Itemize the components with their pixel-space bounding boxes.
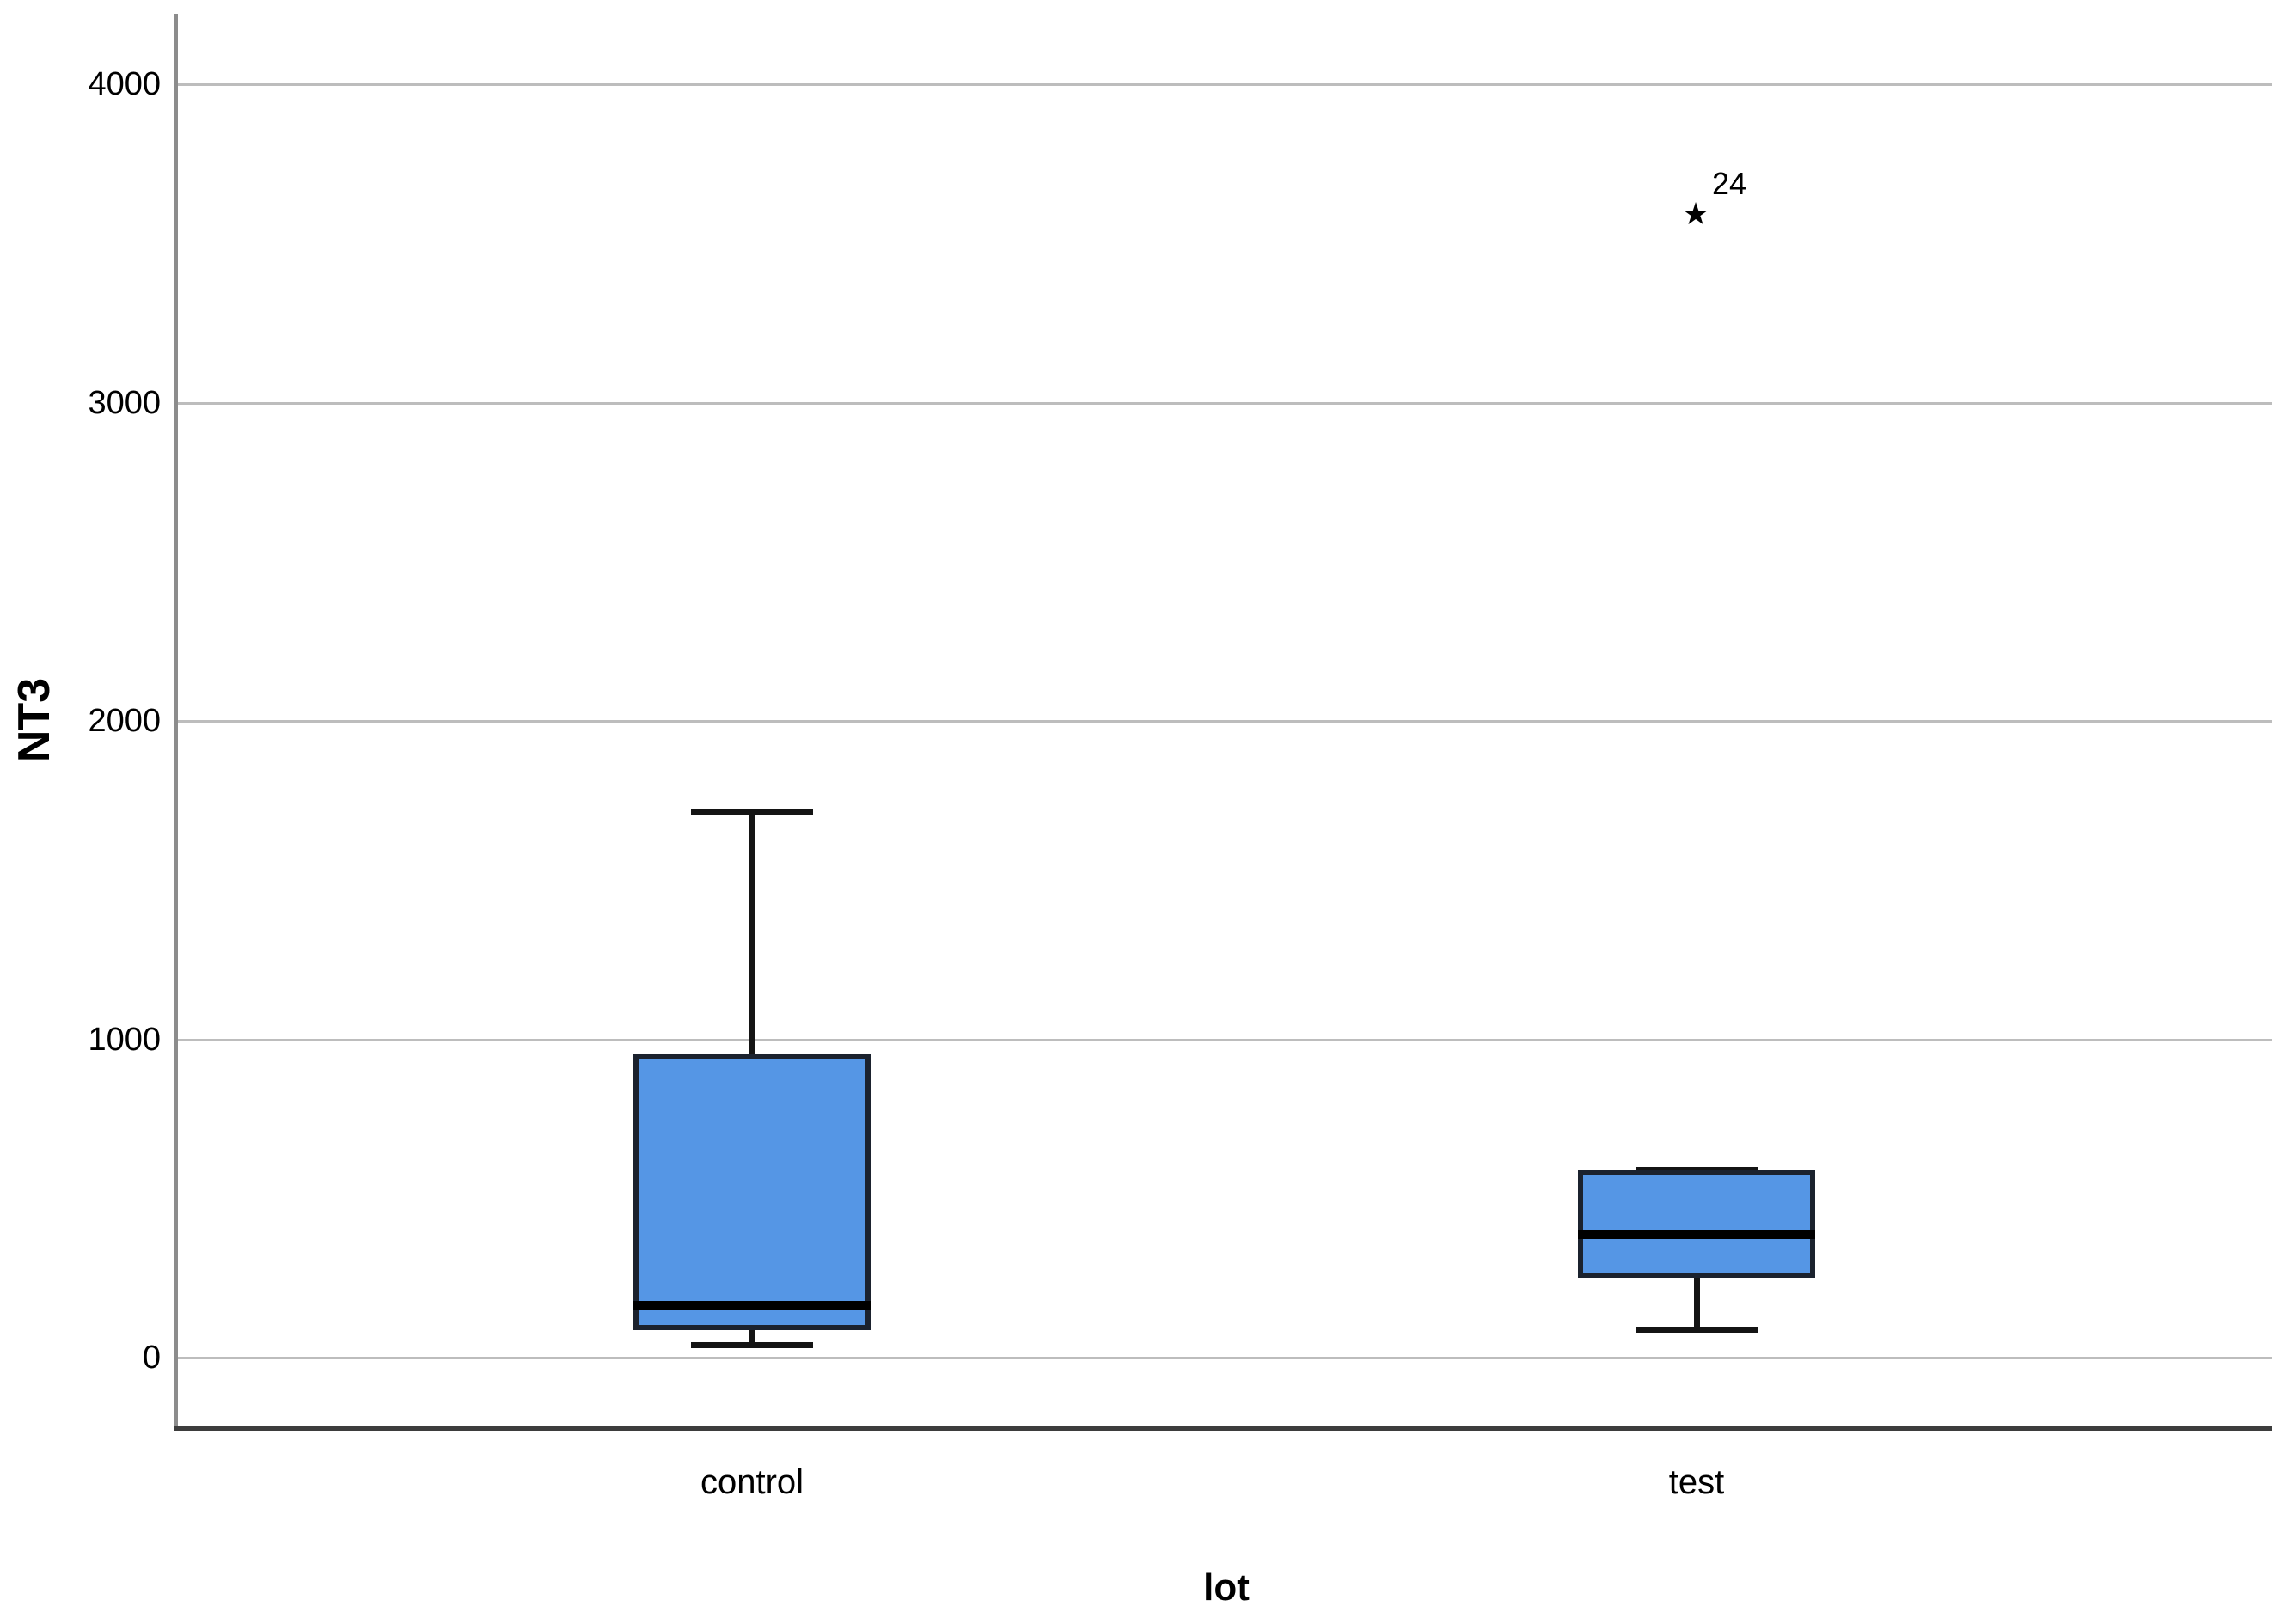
x-tick-label-test: test — [1668, 1463, 1725, 1501]
outlier-star-test: ★ — [1681, 196, 1710, 232]
y-axis-line — [174, 14, 178, 1430]
y-axis-title: NT3 — [9, 677, 59, 763]
gridline-4000 — [174, 83, 2272, 86]
upper-whisker-cap-control — [691, 809, 813, 815]
y-tick-label-3000: 3000 — [88, 384, 161, 421]
x-axis-title: lot — [1203, 1566, 1250, 1609]
lower-whisker-test — [1693, 1274, 1700, 1329]
box-test — [1578, 1170, 1815, 1278]
outlier-label-test: 24 — [1712, 165, 1747, 201]
lower-whisker-control — [749, 1327, 755, 1346]
x-tick-label-control: control — [700, 1463, 804, 1501]
median-line-control — [633, 1300, 871, 1310]
lower-whisker-cap-test — [1636, 1326, 1758, 1333]
upper-whisker-cap-test — [1636, 1167, 1758, 1174]
box-control — [633, 1053, 871, 1330]
lower-whisker-cap-control — [691, 1342, 813, 1349]
gridline-1000 — [174, 1038, 2272, 1041]
y-tick-label-4000: 4000 — [88, 66, 161, 102]
x-axis-line — [174, 1426, 2272, 1431]
gridline-3000 — [174, 401, 2272, 405]
y-tick-label-2000: 2000 — [88, 703, 161, 739]
gridline-0 — [174, 1357, 2272, 1359]
gridline-2000 — [174, 720, 2272, 723]
y-tick-label-0: 0 — [142, 1340, 161, 1376]
median-line-test — [1578, 1229, 1815, 1239]
upper-whisker-control — [749, 811, 755, 1057]
y-tick-label-1000: 1000 — [88, 1021, 161, 1058]
